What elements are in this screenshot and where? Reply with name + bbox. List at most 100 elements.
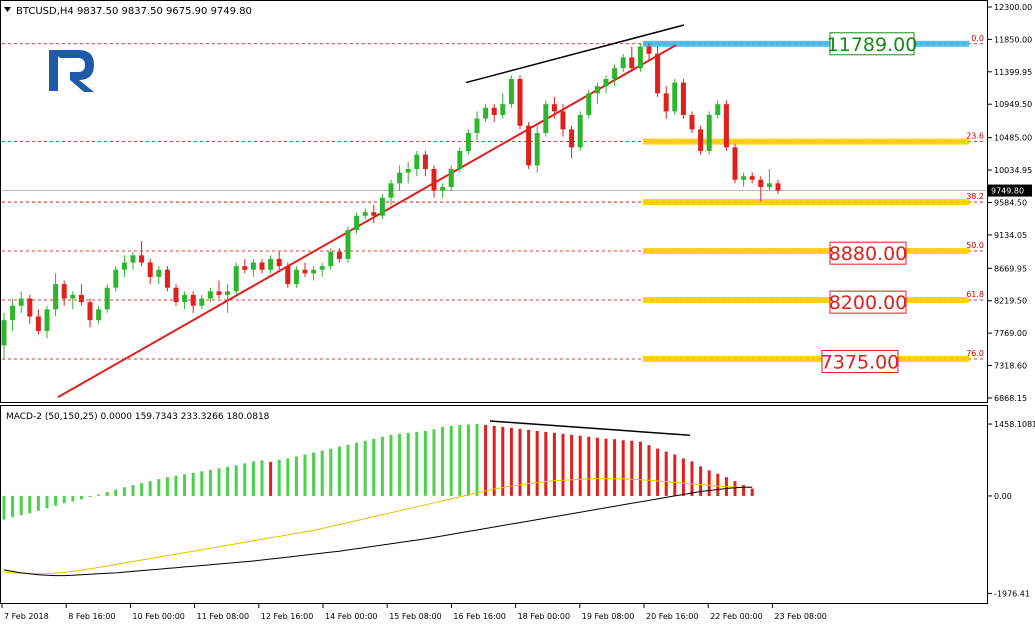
fib-level-ratio: 23.6 <box>966 132 984 141</box>
macd-axis-label: -1976.41 <box>994 589 1030 598</box>
candle-body <box>672 82 678 112</box>
target-price-box <box>829 241 907 265</box>
candle-body <box>371 212 377 216</box>
price-axis: 12300.00 11850.00 11399.95 10949.50 10485.00… <box>988 3 1032 403</box>
candle-body <box>336 251 342 259</box>
candle-body <box>474 118 480 133</box>
symbol-dropdown-icon[interactable] <box>4 7 11 12</box>
time-tick-label: 16 Feb 16:00 <box>453 612 505 621</box>
fib-level-ratio: 61.8 <box>966 290 984 299</box>
candle-body <box>388 183 394 198</box>
fib-level-ratio: 76.0 <box>966 349 984 358</box>
candle-body <box>1 320 7 346</box>
candle-body <box>156 269 162 277</box>
price-tick-label: 8669.95 <box>994 264 1027 273</box>
candle-body <box>689 114 695 130</box>
trendline-layer <box>57 24 685 399</box>
fib-level-band <box>643 138 969 145</box>
price-tick-label: 9584.50 <box>994 198 1027 207</box>
target-price-label: 11789.00 <box>827 34 918 56</box>
candle-body <box>465 132 471 151</box>
candle-body <box>414 154 420 169</box>
target-price-label: 7375.00 <box>821 352 900 374</box>
uptrend-line <box>57 44 677 399</box>
fib-level-band <box>643 199 969 206</box>
price-tick-label: 9134.05 <box>994 231 1027 240</box>
candle-body <box>577 114 583 148</box>
symbol-header: BTCUSD,H4 9837.50 9837.50 9675.90 9749.8… <box>16 6 252 17</box>
target-price-label: 8200.00 <box>829 292 908 314</box>
candle-body <box>586 93 592 115</box>
fibonacci-layer: 0.0 23.6 38.2 50.0 61.8 76.0 <box>2 34 986 362</box>
candle-body <box>285 266 291 285</box>
candle-body <box>10 305 16 321</box>
candle-body <box>629 57 635 69</box>
candle-body <box>311 269 317 274</box>
candle-body <box>35 316 41 331</box>
candle-body <box>749 176 755 180</box>
candle-body <box>302 269 308 274</box>
candle-body <box>70 294 76 299</box>
candle-body <box>723 104 729 148</box>
candle-body <box>225 291 231 295</box>
candle-body <box>758 179 764 187</box>
fib-level-band <box>643 248 969 255</box>
macd-signal-line <box>3 478 753 575</box>
candle-body <box>543 104 549 133</box>
candle-body <box>706 114 712 151</box>
candle-body <box>620 57 626 69</box>
candle-body <box>173 287 179 303</box>
candle-body <box>354 215 360 231</box>
candle-body <box>104 287 110 310</box>
candle-body <box>61 284 67 299</box>
price-tick-label: 10949.50 <box>994 100 1032 109</box>
candle-body <box>207 291 213 299</box>
candle-body <box>560 111 566 130</box>
time-tick-label: 19 Feb 08:00 <box>582 612 634 621</box>
candle-body <box>96 309 102 321</box>
candle-body <box>715 104 721 115</box>
macd-divergence-line <box>489 420 691 437</box>
current-price-badge <box>988 184 1032 197</box>
candle-body <box>698 129 704 151</box>
candle-body <box>637 46 643 69</box>
fib-level-ratio: 38.2 <box>966 192 984 201</box>
time-tick-label: 20 Feb 16:00 <box>646 612 698 621</box>
price-tick-label: 10034.95 <box>994 166 1032 175</box>
candle-body <box>293 269 299 285</box>
time-tick-label: 18 Feb 00:00 <box>518 612 570 621</box>
candle-body <box>164 269 170 288</box>
fib-level-ratio: 50.0 <box>966 241 984 250</box>
candle-body <box>319 266 325 270</box>
candle-body <box>517 78 523 126</box>
time-tick-label: 11 Feb 08:00 <box>197 612 249 621</box>
target-price-box <box>829 32 915 56</box>
candle-body <box>345 230 351 259</box>
candle-body <box>655 53 661 94</box>
candle-body <box>379 197 385 216</box>
candle-body <box>508 78 514 105</box>
candle-body <box>53 284 59 310</box>
macd-header: MACD-2 (50,150,25) 0.0000 159.7343 233.3… <box>6 412 270 422</box>
candle-body <box>130 255 136 263</box>
time-tick-label: 15 Feb 08:00 <box>389 612 441 621</box>
fib-level-band <box>643 296 969 303</box>
fib-level-ratio: 0.0 <box>971 34 984 43</box>
candle-body <box>534 132 540 166</box>
candle-body <box>190 294 196 306</box>
time-axis: 7 Feb 2018 8 Feb 16:00 10 Feb 00:00 11 Feb … <box>1 604 827 621</box>
candle-body <box>397 172 403 184</box>
candle-body <box>500 104 506 115</box>
candle-body <box>44 309 50 331</box>
macd-layer: 1458.1081 0.00 -1976.41 <box>2 420 1035 598</box>
price-tick-label: 11399.95 <box>994 68 1032 77</box>
macd-axis-label: 0.00 <box>994 492 1012 501</box>
candle-body <box>732 147 738 180</box>
price-tick-label: 7318.60 <box>994 362 1027 371</box>
candle-body <box>250 262 256 270</box>
target-price-box <box>829 290 907 314</box>
candle-body <box>121 262 127 270</box>
time-tick-label: 8 Feb 16:00 <box>68 612 115 621</box>
time-tick-label: 7 Feb 2018 <box>4 612 49 621</box>
